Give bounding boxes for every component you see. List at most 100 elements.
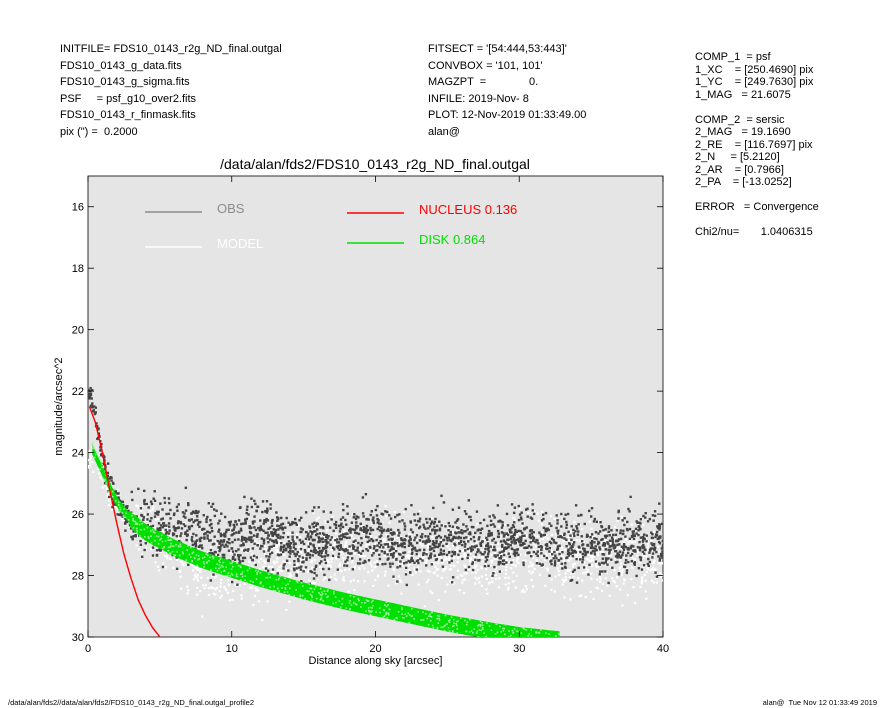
disk-point <box>196 564 199 567</box>
obs-point <box>527 544 531 548</box>
obs-point <box>290 522 293 526</box>
obs-point <box>629 547 633 550</box>
model-point <box>169 557 172 560</box>
obs-point <box>226 540 229 544</box>
obs-point <box>597 532 600 535</box>
disk-point <box>408 621 410 624</box>
model-point <box>501 554 504 557</box>
model-point <box>639 585 642 589</box>
model-point <box>199 569 202 572</box>
obs-point <box>410 556 413 560</box>
disk-point <box>301 594 304 597</box>
obs-point <box>212 508 216 511</box>
obs-point <box>352 516 356 519</box>
obs-point <box>410 548 414 551</box>
obs-point <box>563 517 566 521</box>
model-point <box>253 562 256 565</box>
model-point <box>310 560 313 564</box>
model-point <box>382 538 385 541</box>
obs-point <box>570 538 573 541</box>
obs-point <box>569 546 572 549</box>
disk-point <box>134 520 137 523</box>
disk-point <box>446 623 448 625</box>
obs-point <box>365 527 368 530</box>
obs-point <box>487 532 490 536</box>
obs-point <box>418 539 422 542</box>
obs-point <box>581 547 585 550</box>
model-point <box>240 562 243 565</box>
disk-point <box>209 556 211 559</box>
obs-point <box>632 537 636 541</box>
model-point <box>374 542 377 545</box>
disk-point <box>259 572 262 574</box>
disk-point <box>151 528 154 531</box>
obs-point <box>143 498 146 502</box>
obs-point <box>239 554 242 557</box>
obs-point <box>466 528 469 531</box>
disk-point <box>453 622 455 624</box>
obs-point <box>117 497 120 501</box>
obs-point <box>245 511 248 515</box>
obs-point <box>268 552 272 556</box>
obs-point <box>626 528 629 532</box>
obs-point <box>474 558 477 562</box>
obs-point <box>653 514 657 518</box>
model-point <box>258 567 262 571</box>
obs-point <box>603 542 607 545</box>
obs-point <box>480 527 484 530</box>
obs-point <box>587 544 590 547</box>
obs-point <box>398 531 401 534</box>
obs-point <box>590 539 594 543</box>
disk-point <box>379 611 381 614</box>
obs-point <box>554 554 557 557</box>
disk-point <box>203 556 206 559</box>
obs-point <box>314 549 318 552</box>
model-point <box>524 554 527 557</box>
model-point <box>497 559 500 562</box>
model-point <box>317 543 321 547</box>
model-point <box>417 583 420 586</box>
obs-point <box>249 556 253 559</box>
obs-point <box>91 389 94 392</box>
obs-point <box>345 564 349 567</box>
obs-point <box>518 513 522 516</box>
obs-point <box>295 523 298 526</box>
model-point <box>606 544 610 548</box>
obs-point <box>277 517 280 521</box>
disk-point <box>146 526 149 529</box>
y-tick-label: 28 <box>72 571 84 583</box>
obs-point <box>307 532 310 536</box>
disk-point <box>127 518 130 521</box>
obs-point <box>127 509 130 513</box>
obs-point <box>146 518 149 521</box>
obs-point <box>391 562 394 565</box>
model-point <box>444 555 447 558</box>
obs-point <box>659 554 663 557</box>
model-point <box>535 558 538 562</box>
model-point <box>365 545 368 548</box>
model-point <box>338 562 342 566</box>
obs-point <box>631 533 635 536</box>
obs-point <box>322 510 325 513</box>
disk-point <box>177 545 180 547</box>
obs-point <box>474 531 477 535</box>
obs-point <box>611 541 615 544</box>
obs-point <box>256 505 259 508</box>
model-point <box>392 567 395 570</box>
obs-point <box>137 487 140 491</box>
disk-point <box>171 550 174 553</box>
obs-point <box>465 525 468 528</box>
model-point <box>577 548 580 552</box>
model-point <box>601 547 604 550</box>
obs-point <box>447 521 451 525</box>
obs-point <box>595 520 599 523</box>
obs-point <box>639 536 643 539</box>
model-point <box>582 541 585 544</box>
model-point <box>210 574 214 578</box>
model-point <box>564 572 567 575</box>
obs-point <box>132 530 135 533</box>
disk-point <box>248 567 251 570</box>
obs-point <box>334 523 338 527</box>
model-point <box>182 562 186 565</box>
disk-point <box>152 531 155 533</box>
